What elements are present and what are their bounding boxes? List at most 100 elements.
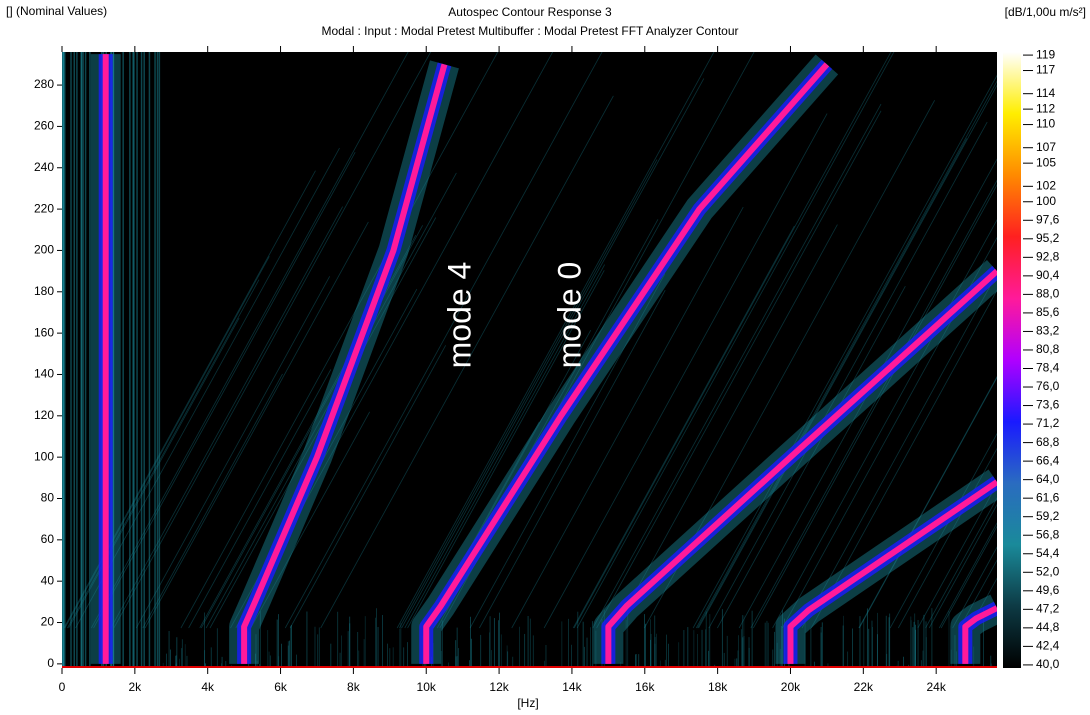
noise-streak (135, 276, 331, 629)
y-tick-label: 0 (47, 656, 54, 670)
colorbar-tick-label: 76,0 (1036, 379, 1060, 393)
colorbar-tick-label: 92,8 (1036, 250, 1060, 264)
noise-streak (858, 376, 997, 629)
noise-streak (320, 95, 614, 629)
noise-streak (68, 317, 240, 629)
noise-streak (940, 525, 997, 629)
noise-streak (113, 52, 432, 629)
colorbar-tick-label: 97,6 (1036, 212, 1060, 226)
noise-streak (738, 158, 997, 629)
noise-streak (592, 103, 882, 629)
chart-title: Autospec Contour Response 3 (448, 5, 612, 19)
noise-streak (596, 110, 882, 629)
y-tick-label: 220 (34, 201, 54, 215)
y-tick-label: 20 (41, 615, 55, 629)
noise-streak (180, 52, 499, 629)
noise-streak (289, 345, 447, 629)
ridge (962, 605, 997, 664)
colorbar-tick-label: 44,8 (1036, 620, 1060, 634)
colorbar-tick-label: 95,2 (1036, 231, 1060, 245)
ridge (241, 63, 448, 664)
noise-streak (917, 483, 997, 629)
noise-streak (772, 219, 997, 629)
y-tick-label: 160 (34, 325, 54, 339)
noise-streak (695, 80, 997, 629)
noise-streak (928, 503, 997, 629)
noise-streak (284, 52, 603, 629)
colorbar-tick-label: 66,4 (1036, 453, 1060, 467)
noise-streak (200, 225, 424, 629)
x-tick-label: 6k (274, 680, 288, 694)
colorbar-tick-label: 107 (1036, 140, 1056, 154)
x-tick-label: 20k (781, 680, 801, 694)
chart-subtitle: Modal : Input : Modal Pretest Multibuffe… (321, 24, 738, 38)
ridge (605, 268, 997, 664)
noise-streak (576, 52, 895, 629)
colorbar-tick-label: 112 (1036, 101, 1055, 115)
x-tick-label: 12k (489, 680, 509, 694)
noise-streak (810, 289, 997, 629)
noise-streak (543, 113, 828, 629)
colorbar-tick-label: 110 (1036, 117, 1055, 131)
colorbar-tick-label: 56,8 (1036, 527, 1060, 541)
colorbar-tick-label: 119 (1036, 47, 1055, 61)
colorbar-tick-label: 42,4 (1036, 639, 1060, 653)
colorbar-tick-label: 59,2 (1036, 509, 1060, 523)
x-tick-label: 2k (129, 680, 143, 694)
x-tick-label: 0 (59, 680, 66, 694)
colorbar-tick-label: 114 (1036, 86, 1055, 100)
x-tick-label: 18k (708, 680, 728, 694)
colorbar-tick-label: 105 (1036, 155, 1056, 169)
noise-streak (469, 273, 666, 629)
y-tick-label: 60 (41, 532, 55, 546)
x-tick-label: 24k (926, 680, 946, 694)
colorbar-tick-label: 78,4 (1036, 361, 1060, 375)
y-tick-label: 140 (34, 367, 54, 381)
ridge (423, 62, 830, 664)
colorbar-tick-label: 61,6 (1036, 490, 1060, 504)
noise-streak (75, 147, 340, 629)
y-tick-label: 260 (34, 119, 54, 133)
noise-streak (698, 84, 997, 629)
colorbar-tick-label: 49,6 (1036, 583, 1060, 597)
y-tick-label: 40 (41, 573, 55, 587)
ridge (787, 479, 997, 664)
x-tick-label: 22k (854, 680, 874, 694)
colorbar-tick-label: 83,2 (1036, 324, 1060, 338)
noise-streak (889, 432, 997, 629)
colorbar-tick-label: 100 (1036, 194, 1056, 208)
x-axis-label: [Hz] (517, 696, 538, 710)
colorbar-tick-label: 90,4 (1036, 268, 1060, 282)
colorbar-tick-label: 88,0 (1036, 287, 1060, 301)
noise-streak (938, 522, 997, 629)
colorbar-tick-label: 54,4 (1036, 546, 1060, 560)
colorbar-tick-label: 64,0 (1036, 472, 1060, 486)
noise-streak (188, 369, 332, 629)
noise-streak (511, 206, 744, 629)
colorbar-tick-label: 40,0 (1036, 657, 1060, 671)
noise-streak (573, 52, 892, 629)
colorbar-tick-label: 73,6 (1036, 398, 1060, 412)
annotation: mode 4 (441, 262, 477, 369)
noise-streak (110, 206, 344, 629)
x-tick-label: 4k (201, 680, 215, 694)
colorbar-tick-label: 80,8 (1036, 342, 1060, 356)
noise-streak (801, 272, 997, 629)
noise-streak (925, 497, 997, 629)
colorbar-tick-label: 102 (1036, 178, 1056, 192)
noise-streak (782, 236, 997, 629)
noise-streak (750, 179, 997, 629)
noise-streak (969, 577, 997, 629)
annotation: mode 0 (551, 262, 587, 369)
noise-streak (407, 270, 605, 629)
noise-streak (697, 138, 968, 629)
y-tick-label: 240 (34, 160, 54, 174)
plot-area (62, 52, 997, 668)
y-tick-label: 180 (34, 284, 54, 298)
colorbar-tick-label: 52,0 (1036, 564, 1060, 578)
noise-streak (717, 286, 906, 629)
noise-streak (615, 224, 838, 629)
noise-streak (572, 225, 795, 629)
colorbar-tick-label: 71,2 (1036, 416, 1060, 430)
noise-streak (399, 159, 658, 629)
